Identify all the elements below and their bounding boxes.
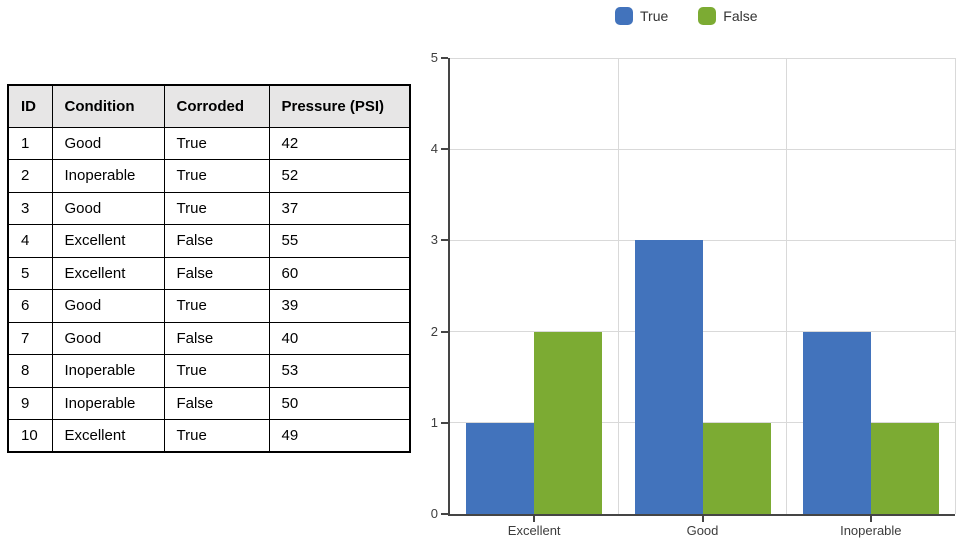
- gridline-horizontal: [450, 57, 955, 59]
- bar-true-excellent: [466, 422, 535, 514]
- table-cell: Good: [51, 126, 165, 160]
- y-tick-mark: [441, 239, 448, 242]
- y-tick-mark: [441, 513, 448, 515]
- bar-true-inoperable: [802, 331, 871, 514]
- chart-legend: True False: [615, 7, 758, 25]
- pipe-data-table: ID Condition Corroded Pressure (PSI) 1 Good T…: [7, 84, 411, 453]
- y-tick-label: 3: [430, 232, 438, 248]
- table-cell: False: [163, 224, 270, 258]
- table-cell: 5: [7, 256, 53, 290]
- table-cell: True: [163, 191, 270, 225]
- gridline-vertical: [786, 58, 788, 514]
- table-cell: 60: [268, 256, 411, 290]
- gridline-horizontal: [450, 239, 955, 241]
- table-row: 1 Good True 42: [7, 126, 411, 160]
- table-cell: Excellent: [51, 256, 165, 290]
- table-header-row: ID Condition Corroded Pressure (PSI): [7, 84, 411, 128]
- x-tick-mark: [533, 516, 536, 522]
- table-cell: False: [163, 256, 270, 290]
- table-cell: 52: [268, 159, 411, 193]
- gridline-horizontal: [450, 331, 955, 333]
- bar-true-good: [634, 240, 703, 514]
- table-cell: 9: [7, 386, 53, 420]
- gridline-horizontal: [450, 148, 955, 150]
- y-tick-label: 5: [430, 50, 438, 65]
- gridline-vertical: [617, 58, 619, 514]
- y-tick-label: 2: [430, 323, 438, 339]
- table-cell: 49: [268, 419, 411, 453]
- table-cell: 10: [7, 419, 53, 453]
- table-cell: True: [163, 159, 270, 193]
- y-tick-mark: [441, 330, 448, 333]
- column-header: Pressure (PSI): [268, 84, 411, 128]
- legend-label-false: False: [723, 8, 758, 24]
- column-header: ID: [7, 84, 53, 128]
- table-row: 4 Excellent False 55: [7, 224, 411, 258]
- table-row: 9 Inoperable False 50: [7, 386, 411, 420]
- table-cell: 55: [268, 224, 411, 258]
- table-row: 5 Excellent False 60: [7, 256, 411, 290]
- bar-false-inoperable: [870, 422, 939, 514]
- y-tick-mark: [441, 421, 448, 424]
- legend-swatch-false-icon: [698, 7, 717, 25]
- table-cell: 42: [268, 126, 411, 160]
- legend-swatch-true-icon: [615, 7, 633, 25]
- x-tick-mark: [701, 516, 704, 522]
- table-cell: True: [163, 354, 270, 388]
- x-category-label: Good: [686, 523, 719, 538]
- x-category-label: Inoperable: [840, 523, 902, 538]
- gridline-vertical: [954, 58, 956, 514]
- table-cell: Good: [51, 289, 165, 323]
- table-row: 10 Excellent True 49: [7, 419, 411, 453]
- table-cell: 50: [268, 386, 411, 420]
- table-row: 7 Good False 40: [7, 321, 411, 355]
- x-axis-line: [448, 514, 955, 516]
- y-tick-label: 4: [430, 141, 438, 157]
- bar-false-excellent: [534, 331, 603, 514]
- legend-item-false: False: [698, 7, 758, 25]
- legend-label-true: True: [640, 8, 669, 24]
- table-cell: True: [163, 126, 270, 160]
- table-row: 6 Good True 39: [7, 289, 411, 323]
- x-category-label: Excellent: [507, 523, 561, 538]
- bar-false-good: [702, 422, 771, 514]
- x-tick-mark: [869, 516, 872, 522]
- table-cell: Inoperable: [51, 386, 165, 420]
- table-cell: Inoperable: [51, 354, 165, 388]
- y-axis-line: [448, 58, 450, 516]
- table-cell: False: [163, 321, 270, 355]
- table-cell: False: [163, 386, 270, 420]
- table-body: 1 Good True 42 2 Inoperable True 52 3 Good True 37 4…: [7, 126, 411, 453]
- legend-item-true: True: [615, 7, 668, 25]
- table-cell: Inoperable: [51, 159, 165, 193]
- table-cell: Good: [51, 321, 165, 355]
- y-tick-label: 1: [430, 414, 438, 430]
- y-tick-label: 0: [430, 506, 438, 521]
- table-row: 2 Inoperable True 52: [7, 159, 411, 193]
- y-tick-mark: [441, 148, 448, 151]
- y-tick-mark: [441, 57, 448, 59]
